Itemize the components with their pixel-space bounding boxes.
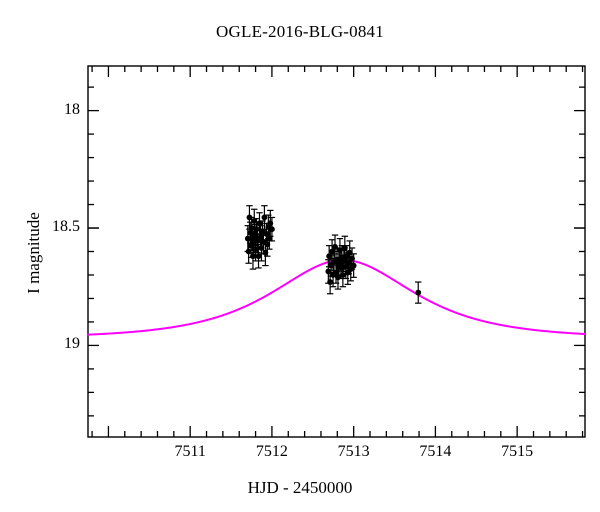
x-tick-label: 7512 — [255, 443, 288, 460]
data-points — [244, 205, 422, 304]
x-tick-label: 7511 — [174, 443, 206, 460]
x-tick-label: 7514 — [419, 443, 452, 460]
x-axis-label: HJD - 2450000 — [247, 478, 353, 497]
y-tick-label: 18.5 — [52, 218, 80, 236]
x-tick-label: 7513 — [337, 443, 370, 460]
y-axis-label: I magnitude — [24, 212, 43, 294]
x-tick-label: 7515 — [501, 443, 534, 460]
page-title: OGLE-2016-BLG-0841 — [216, 22, 384, 41]
axis-ticks — [88, 66, 585, 437]
y-tick-label: 18 — [64, 100, 80, 118]
y-tick-label: 19 — [64, 335, 80, 353]
